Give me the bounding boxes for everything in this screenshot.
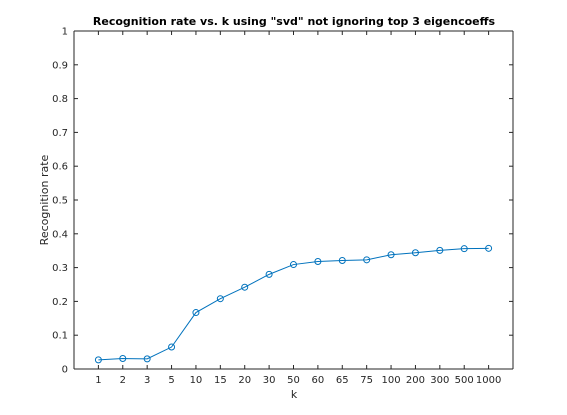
x-tick-label: 60 (312, 375, 325, 386)
x-tick-label: 1 (95, 375, 101, 386)
data-point (436, 246, 444, 254)
chart-title: Recognition rate vs. k using "svd" not i… (93, 15, 496, 28)
data-point (94, 356, 102, 364)
x-tick-label: 1000 (476, 375, 501, 386)
y-tick-label: 0.6 (52, 162, 68, 173)
data-point (241, 283, 249, 291)
data-point (387, 251, 395, 259)
y-tick-label: 0 (62, 365, 68, 376)
data-point (216, 295, 224, 303)
y-tick-label: 0.5 (52, 196, 68, 207)
x-tick-label: 20 (238, 375, 251, 386)
data-point (265, 270, 273, 278)
x-tick-label: 200 (406, 375, 425, 386)
data-point (338, 257, 346, 264)
x-tick-label: 50 (287, 375, 300, 386)
x-tick-label: 500 (455, 375, 474, 386)
y-tick-label: 0.3 (52, 263, 68, 274)
x-axis-label: k (291, 388, 298, 401)
data-point (460, 245, 468, 253)
data-point (314, 258, 322, 266)
x-tick-label: 3 (144, 375, 150, 386)
x-tick-label: 10 (190, 375, 203, 386)
axes: 1 2 3 5 10 15 20 30 50 60 65 75 100 200 300 500 1000 0 0.1… (52, 27, 514, 386)
data-point (290, 261, 297, 269)
series-line (98, 247, 489, 361)
y-tick-label: 0.2 (52, 297, 68, 308)
y-tick-label: 0.7 (52, 128, 68, 139)
y-tick-label: 0.1 (52, 331, 68, 342)
plot-area (74, 31, 513, 369)
data-point (143, 355, 151, 363)
x-tick-label: 100 (382, 375, 401, 386)
y-tick-label: 0.4 (52, 229, 68, 240)
x-tick-label: 15 (214, 375, 227, 386)
x-tick-label: 300 (430, 375, 449, 386)
y-tick-label: 1 (62, 27, 68, 38)
x-tick-label: 75 (360, 375, 373, 386)
y-tick-label: 0.9 (52, 60, 68, 71)
x-tick-label: 5 (168, 375, 174, 386)
y-axis-label: Recognition rate (38, 154, 51, 245)
data-point (192, 309, 200, 317)
y-tick-label: 0.8 (52, 94, 68, 105)
data-point (485, 244, 493, 252)
x-tick-label: 65 (336, 375, 349, 386)
data-point (168, 343, 176, 351)
data-point (119, 355, 127, 363)
x-tick-label: 30 (263, 375, 276, 386)
data-point (363, 256, 371, 264)
data-point (411, 249, 419, 257)
x-tick-label: 2 (120, 375, 126, 386)
series-layer (94, 244, 493, 364)
